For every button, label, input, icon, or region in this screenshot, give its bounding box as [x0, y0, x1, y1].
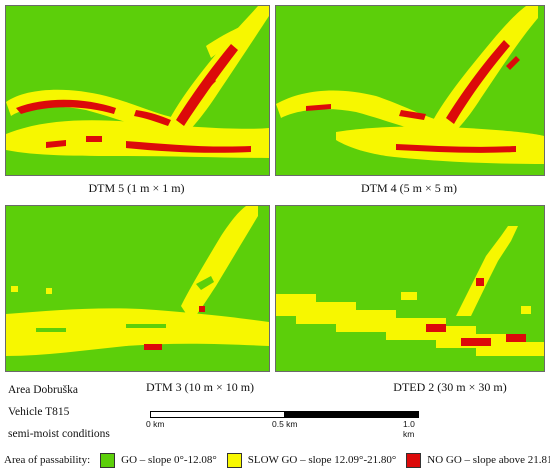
passability-map-dtm4 — [276, 6, 544, 175]
caption-dtm3: DTM 3 (10 m × 10 m) — [145, 380, 255, 394]
slow-go-swatch — [226, 452, 242, 468]
scale-label-1: 1.0 km — [403, 419, 415, 439]
passability-map-dted2 — [276, 206, 544, 371]
map-panel-dtm3 — [5, 205, 270, 372]
legend-item-slow-go: SLOW GO – slope 12.09°-21.80° — [226, 452, 397, 468]
legend-item-go: GO – slope 0°-12.08° — [100, 452, 217, 468]
map-panel-dtm4 — [275, 5, 545, 176]
scale-bar-graphic — [150, 411, 419, 418]
conditions-label: semi-moist conditions — [8, 428, 110, 440]
legend-title: Area of passability: — [4, 454, 91, 466]
no-go-swatch — [406, 452, 422, 468]
go-swatch — [100, 452, 116, 468]
caption-dtm5: DTM 5 (1 m × 1 m) — [88, 181, 185, 195]
scale-label-0: 0 km — [146, 419, 165, 429]
map-panel-dtm5 — [5, 5, 270, 176]
legend-label-go: GO – slope 0°-12.08° — [121, 454, 217, 466]
map-info: Area Dobruška Vehicle T815 semi-moist co… — [8, 379, 110, 445]
caption-dted2: DTED 2 (30 m × 30 m) — [393, 380, 507, 394]
legend: Area of passability: GO – slope 0°-12.08… — [0, 447, 550, 473]
legend-item-no-go: NO GO – slope above 21.81° — [406, 452, 550, 468]
scale-bar: 0 km 0.5 km 1.0 km — [146, 411, 420, 439]
scale-label-half: 0.5 km — [272, 419, 298, 429]
area-label: Area Dobruška — [8, 384, 78, 396]
legend-label-no-go: NO GO – slope above 21.81° — [427, 454, 550, 466]
vehicle-label: Vehicle T815 — [8, 406, 70, 418]
caption-dtm4: DTM 4 (5 m × 5 m) — [360, 181, 458, 195]
legend-label-slow-go: SLOW GO – slope 12.09°-21.80° — [247, 454, 397, 466]
passability-map-dtm3 — [6, 206, 269, 371]
passability-map-dtm5 — [6, 6, 269, 175]
map-panel-dted2 — [275, 205, 545, 372]
